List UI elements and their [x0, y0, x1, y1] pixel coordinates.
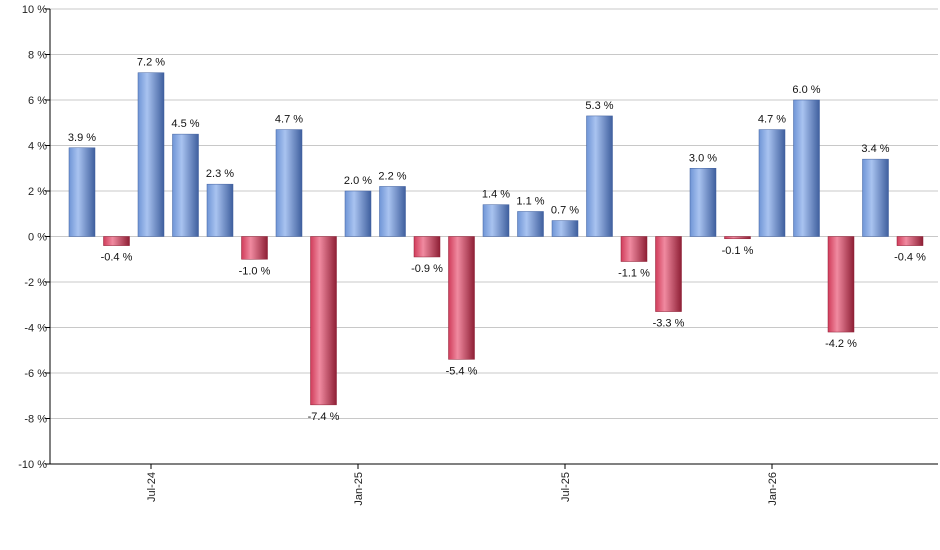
bar-mar-25 [379, 186, 406, 237]
y-tick-label: -2 % [24, 277, 47, 289]
bar-mar-26 [793, 99, 820, 237]
x-tick-label: Jan-26 [767, 472, 779, 506]
data-label: -1.0 % [239, 265, 271, 277]
bar-sep-25 [586, 115, 613, 237]
data-label: 2.0 % [344, 175, 372, 187]
bar-jan-26 [724, 236, 751, 240]
bar-jun-24 [68, 147, 96, 237]
data-label: -0.9 % [411, 263, 443, 275]
bar-feb-26 [758, 129, 786, 237]
bar-may-25 [448, 236, 475, 360]
bar-may-26 [862, 158, 889, 237]
bar-nov-24 [241, 236, 268, 260]
bar-feb-25 [344, 190, 372, 237]
data-label: 2.3 % [206, 168, 234, 180]
x-tick-label: Jan-25 [353, 472, 365, 506]
data-label: -7.4 % [308, 411, 340, 423]
data-label: 6.0 % [792, 84, 820, 96]
y-tick-label: -4 % [24, 323, 47, 335]
y-tick-label: -10 % [18, 459, 47, 471]
y-tick-label: 6 % [28, 95, 47, 107]
data-label: -4.2 % [825, 338, 857, 350]
data-label: -0.1 % [722, 245, 754, 257]
y-tick-label: 0 % [28, 232, 47, 244]
data-labels: 3.9 % -0.4 % 7.2 % 4.5 % 2.3 % -1.0 % 4.7 % -7.… [68, 57, 926, 423]
data-label: -0.4 % [894, 252, 926, 264]
bar-sep-24 [172, 133, 199, 237]
bar-jul-25 [517, 211, 544, 237]
bar-jun-25 [482, 204, 510, 237]
data-label: 3.9 % [68, 132, 96, 144]
bar-dec-24 [275, 129, 303, 237]
bar-oct-25 [620, 236, 648, 262]
x-tick-label: Jul-25 [560, 472, 572, 502]
bar-jul-24 [103, 236, 130, 246]
bar-aug-24 [137, 72, 165, 237]
bar-nov-25 [655, 236, 682, 312]
data-label: 4.5 % [171, 118, 199, 130]
bar-apr-26 [827, 236, 855, 333]
x-tick-label: Jul-24 [146, 472, 158, 502]
bar-dec-25 [689, 168, 717, 237]
y-tick-label: 10 % [22, 4, 47, 16]
bar-jun-26 [896, 236, 924, 246]
y-tick-label: -6 % [24, 368, 47, 380]
data-label: -1.1 % [618, 268, 650, 280]
axes: 10 % 8 % 6 % 4 % 2 % 0 % -2 % -4 % -6 % -8 % -10 %… [18, 4, 938, 506]
bar-oct-24 [206, 183, 234, 237]
data-label: 4.7 % [758, 114, 786, 126]
data-label: 7.2 % [137, 57, 165, 69]
y-tick-label: 2 % [28, 186, 47, 198]
y-tick-label: 4 % [28, 141, 47, 153]
data-label: 1.1 % [516, 195, 544, 207]
data-label: 0.7 % [551, 205, 579, 217]
data-label: 3.4 % [861, 143, 889, 155]
bars [68, 72, 924, 406]
y-tick-label: -8 % [24, 414, 47, 426]
bar-aug-25 [551, 220, 579, 237]
y-tick-label: 8 % [28, 50, 47, 62]
data-label: 3.0 % [689, 152, 717, 164]
data-label: 4.7 % [275, 114, 303, 126]
data-label: -0.4 % [101, 252, 133, 264]
data-label: 2.2 % [378, 170, 406, 182]
data-label: 1.4 % [482, 189, 510, 201]
data-label: 5.3 % [585, 100, 613, 112]
data-label: -3.3 % [653, 318, 685, 330]
bar-jan-25 [310, 236, 337, 406]
data-label: -5.4 % [446, 365, 478, 377]
bar-apr-25 [413, 236, 441, 258]
